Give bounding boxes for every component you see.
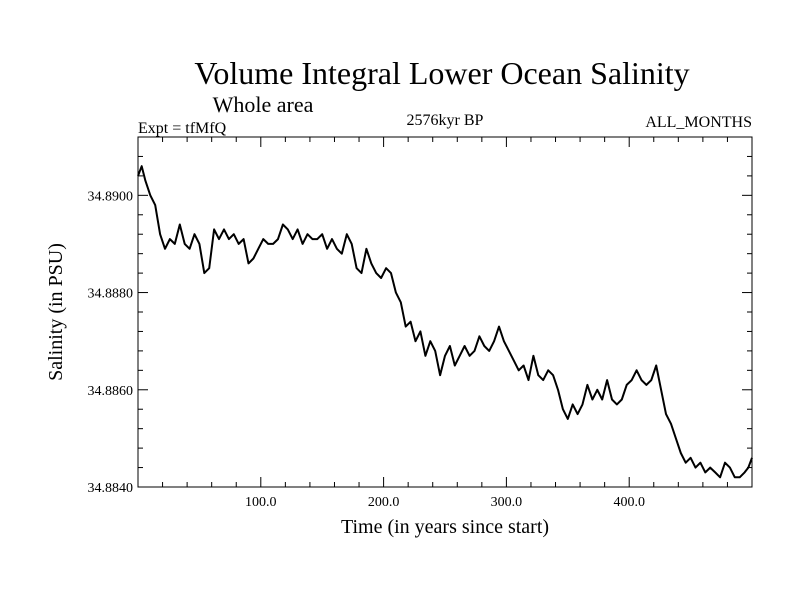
experiment-label: Expt = tfMfQ [138,120,227,137]
x-axis: 100.0 200.0 300.0 400.0 [162,137,728,510]
y-tick-label: 34.8840 [88,481,134,496]
x-axis-label: Time (in years since start) [341,516,549,538]
x-tick-label: 200.0 [368,495,400,510]
x-tick-label: 400.0 [613,495,645,510]
x-tick-label: 300.0 [491,495,523,510]
x-tick-label: 100.0 [245,495,277,510]
salinity-series-line [137,165,753,479]
chart-title: Volume Integral Lower Ocean Salinity [194,55,689,91]
period-label: 2576kyr BP [407,112,484,129]
y-tick-label: 34.8900 [88,189,134,204]
y-tick-label: 34.8880 [88,287,134,302]
y-tick-label: 34.8860 [88,384,134,399]
chart-subtitle: Whole area [213,92,314,117]
months-label: ALL_MONTHS [645,114,752,131]
plot-frame [137,136,753,488]
y-axis-label: Salinity (in PSU) [45,243,67,381]
y-axis: 34.8840 34.8860 34.8880 34.8900 [88,155,752,496]
